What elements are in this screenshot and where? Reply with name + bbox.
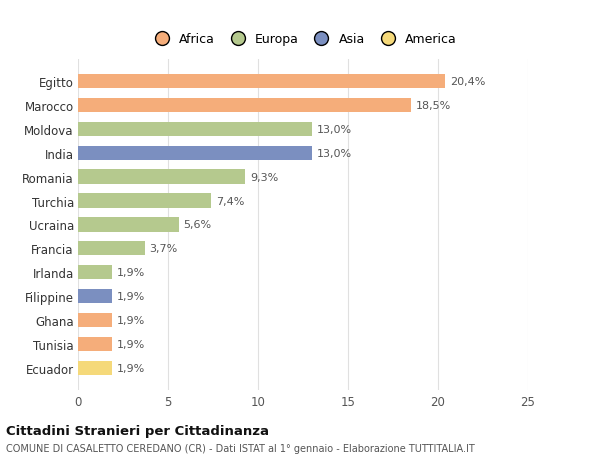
Text: 5,6%: 5,6% xyxy=(184,220,211,230)
Bar xyxy=(78,289,112,303)
Text: 1,9%: 1,9% xyxy=(116,291,145,302)
Text: 1,9%: 1,9% xyxy=(116,339,145,349)
Bar xyxy=(78,123,312,137)
Text: Cittadini Stranieri per Cittadinanza: Cittadini Stranieri per Cittadinanza xyxy=(6,424,269,437)
Text: 1,9%: 1,9% xyxy=(116,315,145,325)
Text: 9,3%: 9,3% xyxy=(250,172,278,182)
Bar xyxy=(78,146,312,161)
Text: 3,7%: 3,7% xyxy=(149,244,178,254)
Text: 1,9%: 1,9% xyxy=(116,268,145,278)
Text: 7,4%: 7,4% xyxy=(216,196,244,206)
Text: COMUNE DI CASALETTO CEREDANO (CR) - Dati ISTAT al 1° gennaio - Elaborazione TUTT: COMUNE DI CASALETTO CEREDANO (CR) - Dati… xyxy=(6,443,475,453)
Bar xyxy=(78,194,211,208)
Bar xyxy=(78,313,112,327)
Bar xyxy=(78,170,245,185)
Text: 13,0%: 13,0% xyxy=(317,124,352,134)
Legend: Africa, Europa, Asia, America: Africa, Europa, Asia, America xyxy=(149,33,457,46)
Text: 1,9%: 1,9% xyxy=(116,363,145,373)
Text: 18,5%: 18,5% xyxy=(415,101,451,111)
Bar xyxy=(78,99,411,113)
Bar xyxy=(78,361,112,375)
Bar xyxy=(78,218,179,232)
Bar xyxy=(78,75,445,89)
Text: 13,0%: 13,0% xyxy=(317,148,352,158)
Bar xyxy=(78,241,145,256)
Bar xyxy=(78,337,112,351)
Text: 20,4%: 20,4% xyxy=(450,77,485,87)
Bar xyxy=(78,265,112,280)
